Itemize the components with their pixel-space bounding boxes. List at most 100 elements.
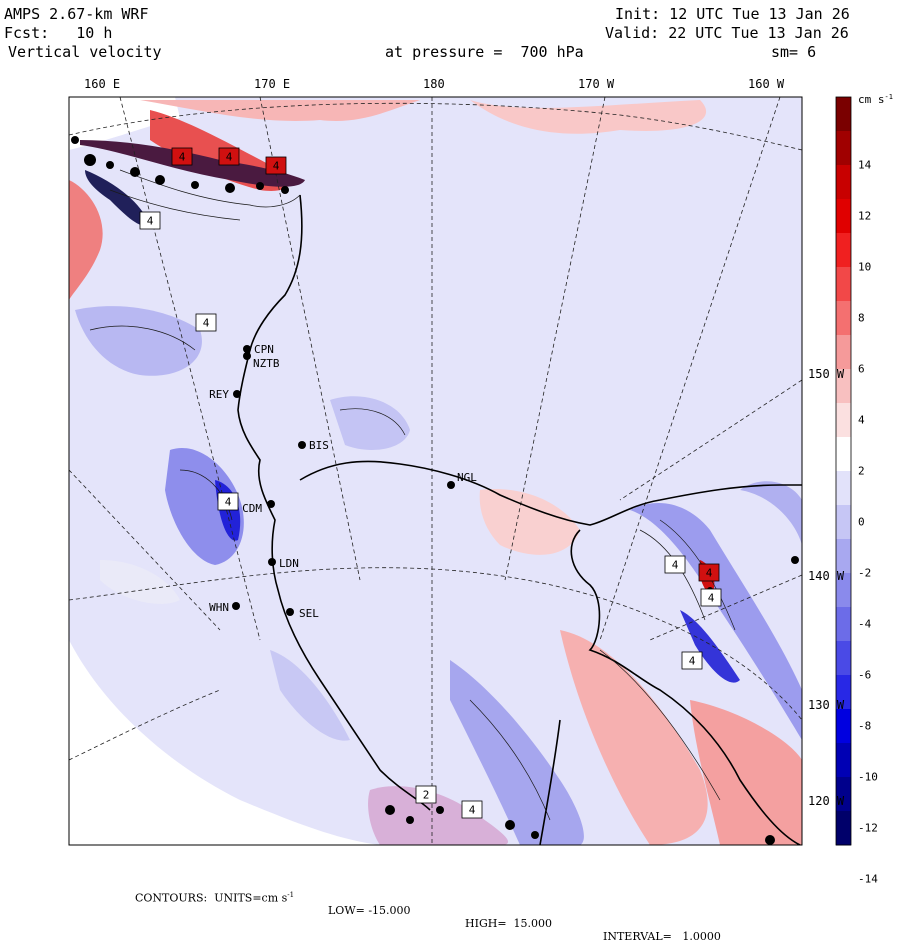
station-label: NGL — [457, 471, 477, 484]
lon-label-170w: 170 W — [578, 77, 615, 91]
ascent-region — [690, 700, 802, 845]
station-marker — [267, 500, 275, 508]
extremum-box: 4 — [217, 492, 239, 511]
colorbar-swatch — [836, 709, 851, 744]
extremum-label: 4 — [179, 151, 186, 164]
colorbar-units-exp: -1 — [885, 93, 893, 101]
colorbar-swatch — [836, 301, 851, 336]
longitude-line — [599, 97, 781, 641]
colorbar-swatch — [836, 573, 851, 608]
latitude-line — [69, 567, 802, 721]
colorbar-swatch — [836, 233, 851, 268]
extremum-label: 4 — [672, 559, 679, 572]
colorbar-swatch — [836, 811, 851, 846]
colorbar-tick-label: -12 — [858, 822, 878, 835]
longitude-line — [119, 97, 261, 641]
extremum-box: 4 — [265, 156, 287, 175]
extremum-label: 4 — [225, 496, 232, 509]
colorbar-swatch — [836, 743, 851, 778]
lat-label-130w: 130 W — [808, 698, 845, 712]
longitude-line — [69, 469, 221, 631]
colorbar-tick-label: -8 — [858, 720, 871, 733]
station-label: SEL — [299, 607, 319, 620]
coastline — [237, 194, 802, 845]
ascent-region — [470, 100, 707, 134]
extremum-label: 2 — [423, 789, 430, 802]
colorbar-swatch — [836, 437, 851, 472]
station-label: LDN — [279, 557, 299, 570]
descent-region — [450, 660, 584, 845]
station-marker — [298, 441, 306, 449]
descent-region — [330, 396, 410, 450]
lon-label-160e: 160 E — [84, 77, 121, 91]
colorbar-tick-label: -2 — [858, 567, 871, 580]
colorbar-tick-label: 10 — [858, 261, 871, 274]
extremum-box: 4 — [664, 555, 686, 574]
mixed-region — [368, 786, 509, 845]
descent-region — [270, 650, 350, 741]
station-label: CPN — [254, 343, 274, 356]
pressure-level: at pressure = 700 hPa — [385, 43, 584, 61]
station-marker — [232, 602, 240, 610]
coastline-east — [539, 719, 561, 845]
colorbar-swatch — [836, 369, 851, 404]
lat-label-120w: 120 W — [808, 794, 845, 808]
colorbar-swatch — [836, 165, 851, 200]
lat-label-150w: 150 W — [808, 367, 845, 381]
longitude-line — [504, 97, 606, 581]
station-label: CDM — [242, 502, 262, 515]
extremum-box: 2 — [415, 785, 437, 804]
coastline-west — [237, 194, 431, 811]
latitude-line — [69, 102, 802, 151]
colorbar-tick-label: 12 — [858, 210, 871, 223]
station-marker — [243, 345, 251, 353]
colorbar-swatch — [836, 131, 851, 166]
colorbar-tick-label: 6 — [858, 363, 865, 376]
colorbar-tick-label: 2 — [858, 465, 865, 478]
colorbar-tick-label: -4 — [858, 618, 872, 631]
extremum-box: 4 — [461, 800, 483, 819]
forecast-hour: Fcst: 10 h — [4, 24, 113, 42]
strong-motion-cluster — [80, 140, 305, 187]
convective-cells — [71, 136, 799, 845]
station-marker — [447, 481, 455, 489]
colorbar-units: cm s-1 — [858, 93, 893, 106]
ice-shelf-front — [299, 460, 802, 526]
station-marker — [233, 390, 241, 398]
lat-label-140w: 140 W — [808, 569, 845, 583]
ascent-region — [479, 489, 580, 555]
contour-info: CONTOURS: UNITS=cm s-1 LOW= -15.000 HIGH… — [0, 878, 900, 943]
colorbar-swatch — [836, 607, 851, 642]
valid-time: Valid: 22 UTC Tue 13 Jan 26 — [605, 24, 849, 42]
graticule — [69, 97, 802, 845]
colorbar-tick-label: -6 — [858, 669, 871, 682]
lon-label-160w: 160 W — [748, 77, 785, 91]
ascent-region — [140, 100, 420, 121]
colorbar-swatch — [836, 777, 851, 812]
extremum-label: 4 — [203, 317, 210, 330]
extremum-label: 4 — [689, 655, 696, 668]
latitude-line — [69, 689, 221, 761]
colorbar-swatch — [836, 675, 851, 710]
outside-domain-bottom — [69, 640, 380, 845]
station-label: WHN — [209, 601, 229, 614]
field-name: Vertical velocity — [8, 43, 162, 61]
contour-interval: INTERVAL= 1.0000 — [603, 930, 721, 943]
colorbar-swatch — [836, 505, 851, 540]
station-marker — [243, 352, 251, 360]
coastline-east — [570, 529, 801, 845]
colorbar-swatch — [836, 267, 851, 302]
model-title: AMPS 2.67-km WRF — [4, 5, 149, 23]
extremum-box: 4 — [171, 147, 193, 166]
colorbar-swatch — [836, 641, 851, 676]
colorbar-swatch — [836, 199, 851, 234]
map-frame — [68, 96, 803, 846]
colorbar-swatch — [836, 335, 851, 370]
extremum-label: 4 — [273, 160, 280, 173]
colorbar-tick-label: -14 — [858, 873, 878, 886]
ascent-region — [69, 180, 103, 300]
colorbar-tick-label: -10 — [858, 771, 878, 784]
extremum-label: 4 — [226, 151, 233, 164]
contour-lines — [89, 169, 736, 821]
